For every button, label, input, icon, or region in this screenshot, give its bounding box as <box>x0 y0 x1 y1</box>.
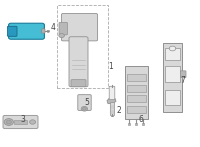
FancyBboxPatch shape <box>61 14 98 41</box>
Circle shape <box>47 30 50 32</box>
Circle shape <box>169 46 176 51</box>
Circle shape <box>81 106 88 111</box>
Text: 7: 7 <box>181 76 185 85</box>
Bar <box>125 66 148 119</box>
Circle shape <box>59 34 64 38</box>
Polygon shape <box>107 98 116 104</box>
Circle shape <box>6 120 11 124</box>
Bar <box>57 5 108 88</box>
FancyBboxPatch shape <box>7 26 17 36</box>
Bar <box>127 74 146 81</box>
Text: 6: 6 <box>139 115 143 124</box>
Circle shape <box>83 107 86 110</box>
FancyBboxPatch shape <box>59 22 67 35</box>
Text: 5: 5 <box>85 98 89 107</box>
FancyBboxPatch shape <box>69 37 88 87</box>
Bar <box>165 66 180 82</box>
Text: 4: 4 <box>51 23 55 32</box>
FancyBboxPatch shape <box>110 102 114 115</box>
Text: 3: 3 <box>21 115 25 124</box>
Bar <box>127 95 146 102</box>
Bar <box>127 106 146 113</box>
FancyBboxPatch shape <box>180 71 186 78</box>
Bar <box>127 85 146 92</box>
Bar <box>135 123 137 125</box>
Circle shape <box>4 119 13 125</box>
Bar <box>163 43 182 112</box>
Bar <box>165 48 180 60</box>
Text: 1: 1 <box>109 62 113 71</box>
FancyBboxPatch shape <box>3 115 38 129</box>
Bar <box>142 123 144 125</box>
Bar <box>14 120 27 124</box>
FancyBboxPatch shape <box>71 80 86 87</box>
Polygon shape <box>42 28 45 33</box>
Circle shape <box>30 120 36 124</box>
FancyBboxPatch shape <box>9 23 44 39</box>
Bar <box>165 90 180 105</box>
Text: 2: 2 <box>117 106 121 115</box>
Bar <box>128 123 130 125</box>
FancyBboxPatch shape <box>109 86 115 100</box>
FancyBboxPatch shape <box>78 95 91 110</box>
